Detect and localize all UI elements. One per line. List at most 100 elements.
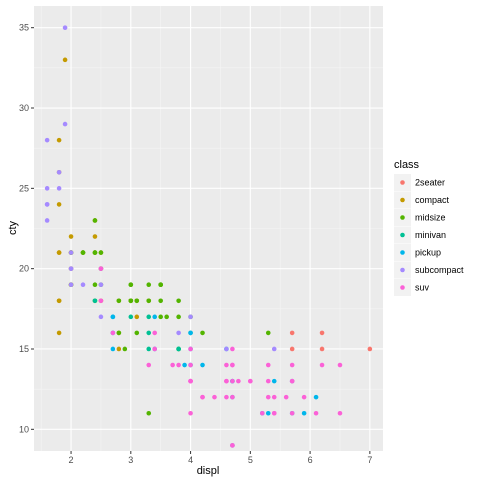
point-pickup [301,410,307,416]
legend-label-suv: suv [415,283,430,293]
point-suv [289,410,295,416]
point-subcompact [271,346,277,352]
point-pickup [271,378,277,384]
point-subcompact [98,314,104,320]
point-compact [56,202,62,207]
point-subcompact [68,250,74,255]
legend-label-minivan: minivan [415,230,446,240]
point-suv [230,346,235,352]
point-suv [289,378,295,384]
point-suv [283,394,289,400]
point-minivan [146,346,152,352]
legend-swatch-midsize [400,215,405,220]
point-2seater [319,346,325,352]
point-compact [56,250,62,255]
point-subcompact [44,202,50,207]
point-subcompact [224,346,229,352]
point-minivan [92,298,98,304]
point-midsize [164,314,169,320]
point-2seater [367,346,373,352]
point-suv [230,443,235,448]
point-compact [134,314,140,320]
point-subcompact [44,218,50,223]
x-tick-label: 5 [248,455,253,465]
legend-title: class [394,159,420,171]
x-tick-label: 6 [308,455,313,465]
point-midsize [158,282,163,288]
point-suv [265,394,271,400]
point-suv [301,394,307,400]
point-subcompact [188,314,193,320]
major-gridlines [34,6,383,451]
point-midsize [116,330,122,336]
point-suv [98,266,104,271]
point-suv [224,362,229,368]
point-suv [224,378,229,384]
point-subcompact [44,186,50,191]
point-suv [319,362,325,368]
point-suv [188,410,193,416]
point-midsize [122,346,128,352]
point-midsize [265,330,271,336]
point-compact [92,234,98,239]
point-subcompact [62,121,68,127]
point-2seater [289,346,295,352]
point-subcompact [68,282,74,288]
point-suv [110,330,116,336]
point-suv [271,410,277,416]
point-midsize [92,282,98,288]
point-compact [56,137,62,143]
point-pickup [265,410,271,416]
point-midsize [134,330,140,336]
point-suv [230,394,235,400]
point-suv [337,362,343,368]
point-subcompact [98,282,104,288]
point-subcompact [44,137,50,143]
point-2seater [289,330,295,336]
point-minivan [146,330,152,336]
y-tick-label: 15 [19,344,29,354]
point-compact [68,234,74,239]
point-pickup [110,346,116,352]
point-midsize [98,250,104,255]
point-pickup [152,314,158,320]
point-midsize [158,314,163,320]
point-midsize [146,282,152,288]
y-tick-label: 20 [19,264,29,274]
point-midsize [158,298,163,304]
y-tick-label: 10 [19,424,29,434]
point-midsize [146,298,152,304]
legend-swatch-minivan [400,232,405,238]
point-compact [62,57,68,63]
point-pickup [110,314,116,320]
point-suv [188,362,193,368]
point-subcompact [80,282,86,288]
point-minivan [176,346,181,352]
point-suv [271,394,277,400]
legend-swatch-subcompact [400,267,405,273]
x-tick-label: 2 [69,455,74,465]
x-tick-label: 3 [128,455,133,465]
point-midsize [200,330,205,336]
y-tick-label: 25 [19,183,29,193]
legend-label-2seater: 2seater [415,178,445,188]
point-suv [265,378,271,384]
point-midsize [134,298,140,304]
point-suv [230,378,235,384]
point-suv [188,378,193,384]
x-tick-label: 4 [188,455,193,465]
point-midsize [128,282,134,288]
point-suv [152,330,158,336]
y-tick-label: 30 [19,103,29,113]
legend: class 2seater compact midsize minivan pickup… [394,159,464,296]
legend-label-compact: compact [415,195,450,205]
y-axis-ticks: 10 15 20 25 30 35 [19,23,34,434]
legend-label-midsize: midsize [415,213,446,223]
point-pickup [313,394,319,400]
legend-swatch-2seater [400,180,405,185]
data-points [44,25,373,448]
point-suv [200,394,205,400]
point-suv [146,362,152,368]
point-compact [56,298,62,304]
